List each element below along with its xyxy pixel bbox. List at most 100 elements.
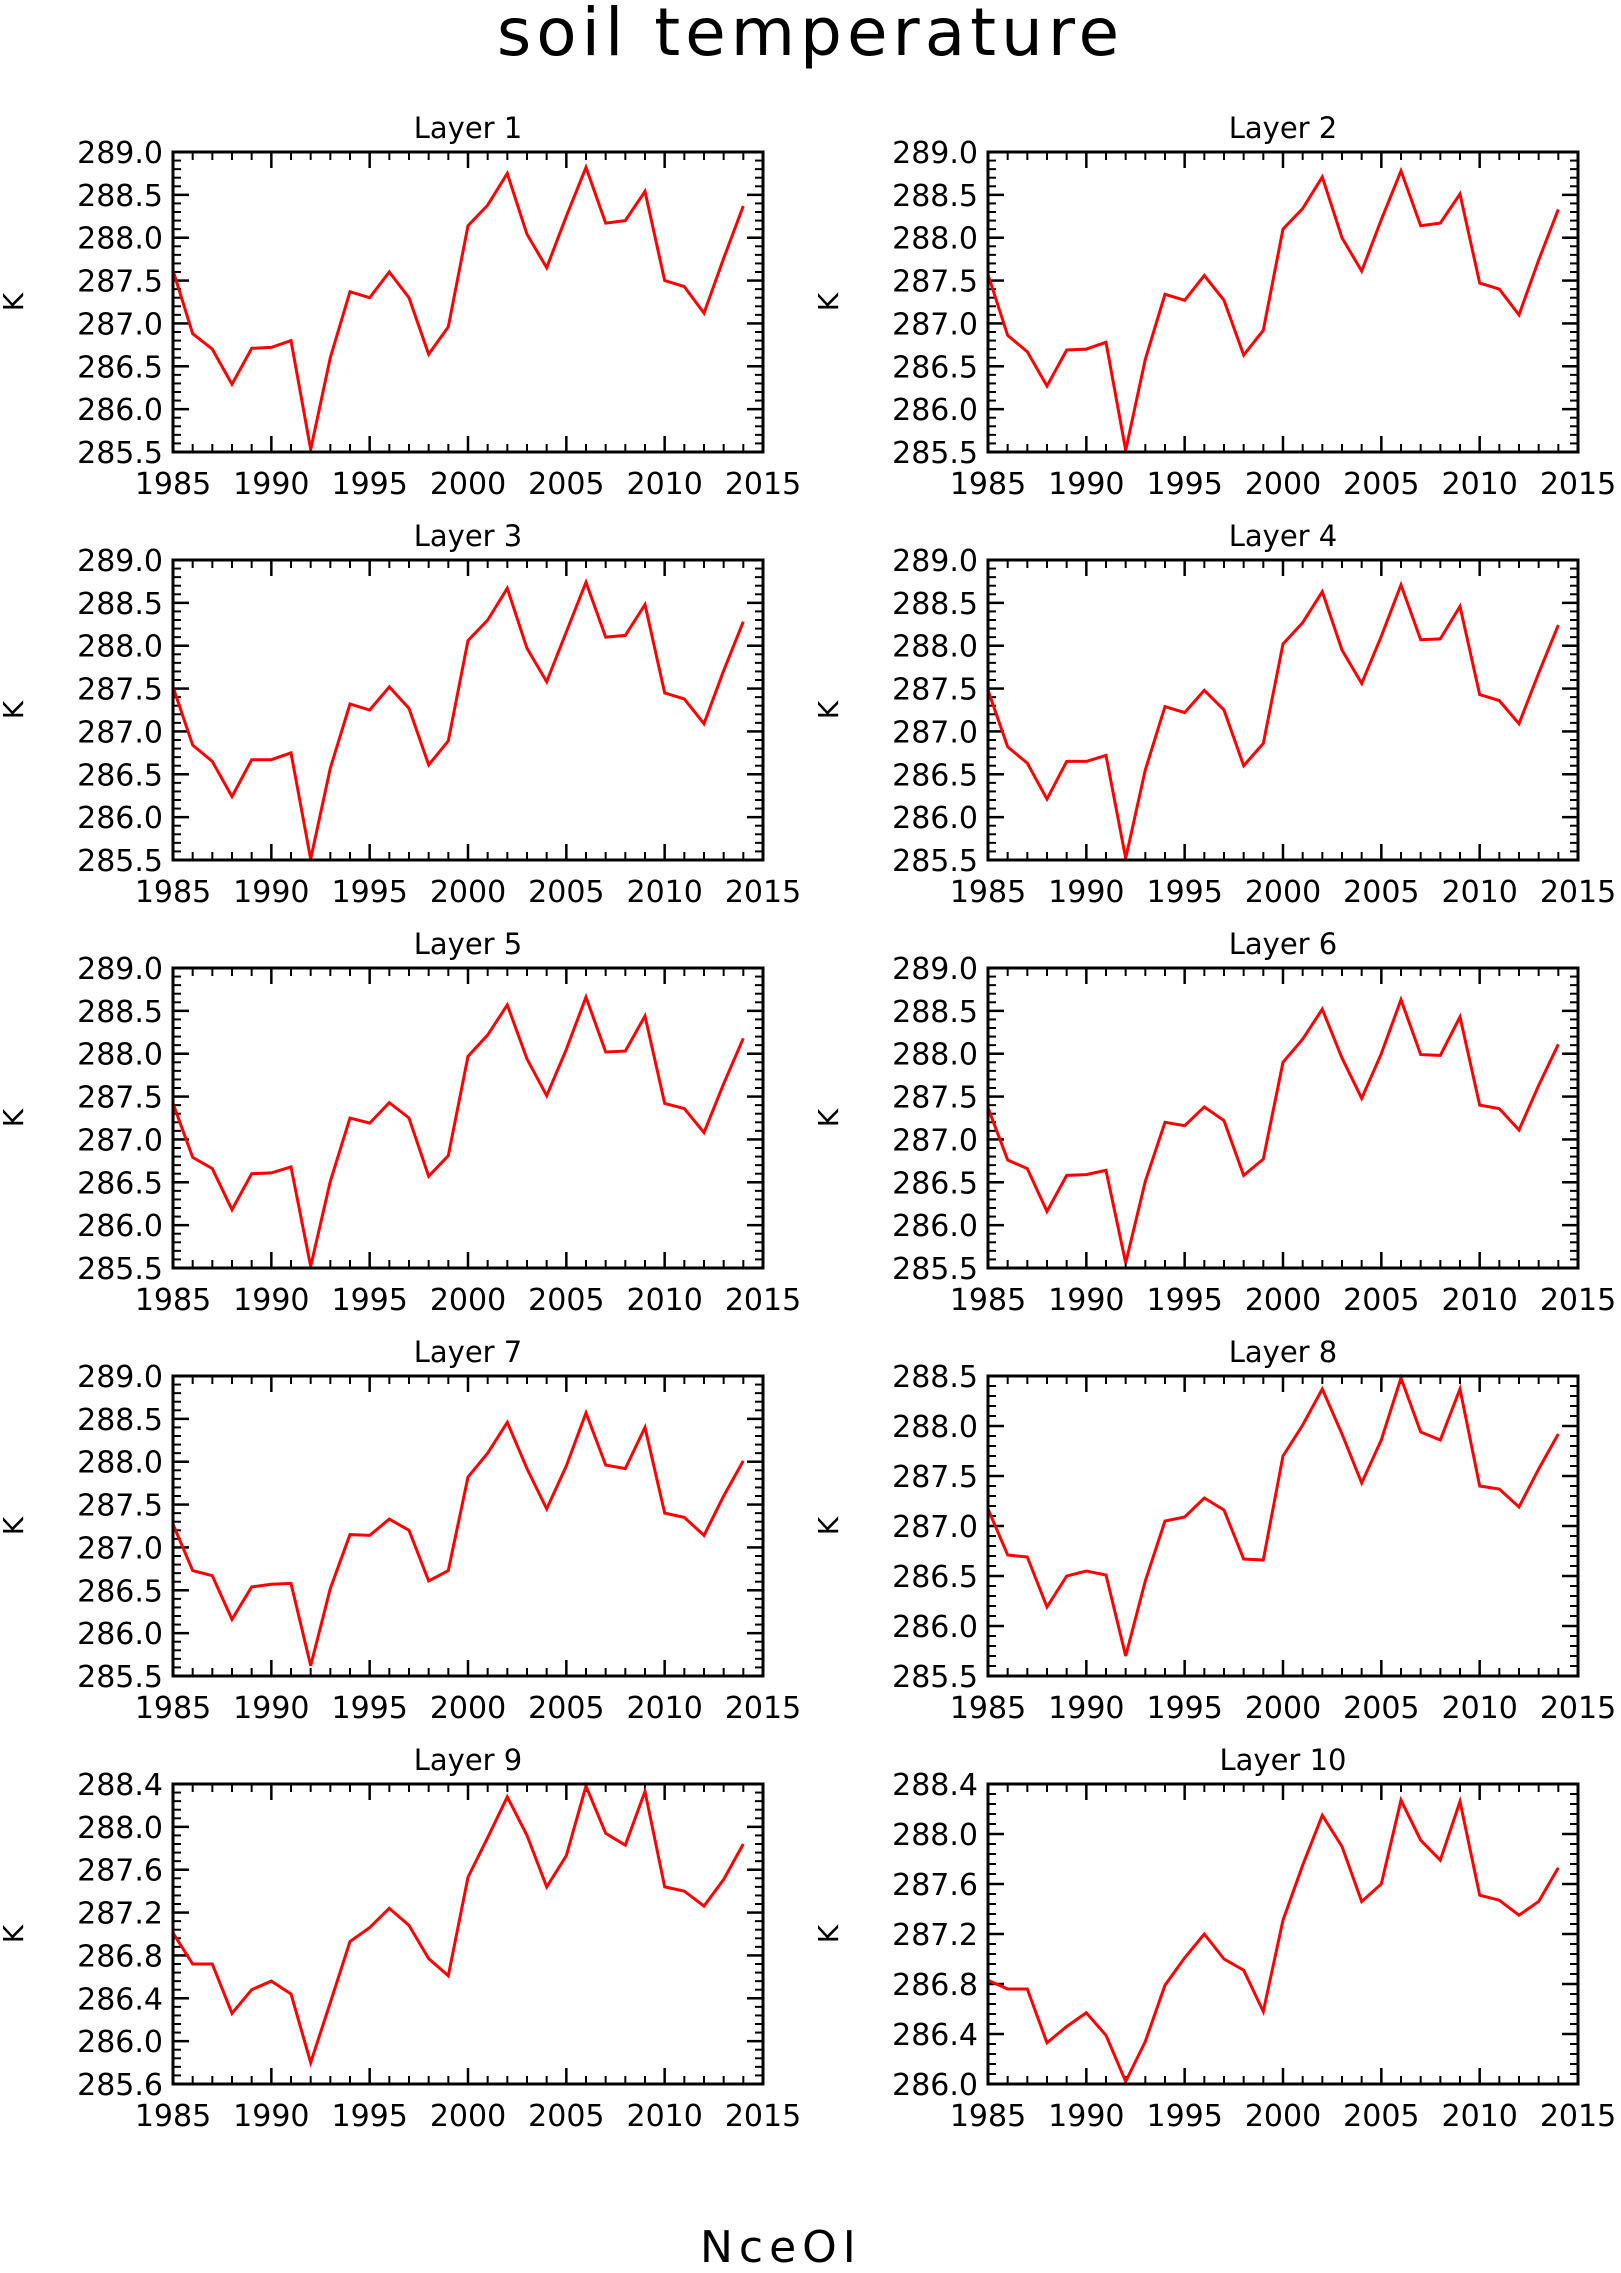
- x-tick-label: 2005: [1343, 1691, 1419, 1726]
- chart-panel-3: Layer 3 1985 1990 1995 2000 2005 2010 2015 285.5…: [0, 519, 801, 910]
- y-tick-label: 288.0: [892, 1410, 978, 1445]
- x-tick-label: 2000: [1245, 467, 1321, 502]
- x-tick-label: 2010: [626, 2099, 702, 2134]
- y-tick-label: 285.5: [892, 844, 978, 879]
- y-tick-label: 286.0: [892, 2068, 978, 2103]
- y-axis-label: K: [812, 1108, 845, 1127]
- y-tick-label: 288.5: [77, 995, 163, 1030]
- series-line: [171, 163, 745, 450]
- x-tick-label: 2005: [1343, 875, 1419, 910]
- y-tick-label: 286.5: [77, 1574, 163, 1609]
- y-axis-label: K: [812, 292, 845, 311]
- y-axis-label: K: [812, 700, 845, 719]
- x-tick-label: 1985: [135, 875, 211, 910]
- y-tick-label: 288.0: [892, 1038, 978, 1073]
- x-tick-label: 2010: [1441, 875, 1517, 910]
- x-tick-label: 1985: [135, 1691, 211, 1726]
- figure-title: soil temperature: [496, 0, 1125, 71]
- panel-title: Layer 9: [414, 1743, 523, 1777]
- y-axis-label: K: [0, 1516, 30, 1535]
- y-tick-label: 286.0: [77, 2025, 163, 2060]
- y-tick-label: 289.0: [77, 136, 163, 171]
- y-tick-label: 288.4: [892, 1768, 978, 1803]
- x-tick-label: 1995: [1146, 2099, 1222, 2134]
- x-tick-label: 2015: [1540, 1691, 1616, 1726]
- series-line: [986, 995, 1560, 1264]
- series-line: [171, 1408, 745, 1667]
- y-tick-label: 285.5: [892, 1660, 978, 1695]
- x-tick-label: 2015: [1540, 1283, 1616, 1318]
- y-tick-label: 287.6: [892, 1868, 978, 1903]
- y-tick-label: 287.5: [892, 673, 978, 708]
- y-tick-label: 288.0: [892, 1818, 978, 1853]
- chart-panel-9: Layer 9 1985 1990 1995 2000 2005 2010 2015 285.6…: [0, 1743, 801, 2134]
- series-line: [986, 580, 1560, 859]
- y-tick-label: 285.5: [77, 1252, 163, 1287]
- series-line: [986, 1373, 1560, 1657]
- y-tick-label: 287.5: [77, 265, 163, 300]
- x-tick-label: 2015: [1540, 875, 1616, 910]
- chart-panel-6: Layer 6 1985 1990 1995 2000 2005 2010 2015 285.5…: [812, 927, 1616, 1318]
- plot-frame: [986, 1374, 1580, 1678]
- series-line: [986, 166, 1560, 451]
- y-tick-label: 286.5: [892, 350, 978, 385]
- x-tick-label: 2000: [430, 875, 506, 910]
- x-tick-label: 2010: [1441, 1283, 1517, 1318]
- y-tick-label: 288.0: [892, 630, 978, 665]
- y-tick-label: 287.0: [77, 715, 163, 750]
- y-tick-label: 285.5: [77, 844, 163, 879]
- plot-frame: [171, 1782, 765, 2086]
- x-tick-label: 2015: [1540, 467, 1616, 502]
- y-tick-label: 288.4: [77, 1768, 163, 1803]
- chart-panel-2: Layer 2 1985 1990 1995 2000 2005 2010 2015 285.5…: [812, 111, 1616, 502]
- plot-frame: [986, 1782, 1580, 2086]
- chart-panel-8: Layer 8 1985 1990 1995 2000 2005 2010 2015 285.5…: [812, 1335, 1616, 1726]
- plot-frame: [171, 150, 765, 454]
- y-tick-label: 286.0: [892, 1209, 978, 1244]
- x-tick-label: 1990: [1048, 1691, 1124, 1726]
- y-tick-label: 287.2: [77, 1897, 163, 1932]
- y-tick-label: 289.0: [892, 136, 978, 171]
- x-tick-label: 1995: [331, 1691, 407, 1726]
- x-tick-label: 1995: [331, 875, 407, 910]
- x-tick-label: 2015: [725, 467, 801, 502]
- y-tick-label: 286.0: [77, 1209, 163, 1244]
- x-tick-label: 2005: [528, 1691, 604, 1726]
- y-axis-label: K: [0, 1924, 30, 1943]
- x-tick-label: 2000: [1245, 1691, 1321, 1726]
- x-tick-label: 1990: [233, 875, 309, 910]
- x-tick-label: 2010: [1441, 1691, 1517, 1726]
- x-tick-label: 2015: [725, 1283, 801, 1318]
- y-tick-label: 288.0: [892, 222, 978, 257]
- y-tick-label: 287.0: [77, 1531, 163, 1566]
- y-tick-label: 288.5: [892, 179, 978, 214]
- y-tick-label: 286.4: [77, 1982, 163, 2017]
- y-tick-label: 288.5: [77, 1403, 163, 1438]
- y-tick-label: 286.5: [77, 1166, 163, 1201]
- y-axis-label: K: [0, 292, 30, 311]
- panel-title: Layer 3: [414, 519, 523, 553]
- y-tick-label: 287.0: [892, 1510, 978, 1545]
- y-tick-label: 288.5: [77, 587, 163, 622]
- x-tick-label: 1985: [135, 2099, 211, 2134]
- x-tick-label: 2010: [1441, 2099, 1517, 2134]
- x-tick-label: 1995: [331, 1283, 407, 1318]
- x-tick-label: 2005: [528, 2099, 604, 2134]
- y-tick-label: 285.5: [892, 436, 978, 471]
- y-tick-label: 287.0: [892, 715, 978, 750]
- plot-frame: [986, 558, 1580, 862]
- y-tick-label: 286.0: [892, 393, 978, 428]
- panel-title: Layer 10: [1220, 1743, 1347, 1777]
- y-tick-label: 286.0: [892, 1610, 978, 1645]
- x-tick-label: 2010: [626, 467, 702, 502]
- x-tick-label: 1985: [950, 467, 1026, 502]
- x-tick-label: 1990: [1048, 467, 1124, 502]
- y-tick-label: 287.5: [77, 1489, 163, 1524]
- y-tick-label: 289.0: [77, 1360, 163, 1395]
- chart-panel-10: Layer 10 1985 1990 1995 2000 2005 2010 2015 286.…: [812, 1743, 1616, 2134]
- plot-frame: [986, 966, 1580, 1270]
- y-tick-label: 289.0: [892, 544, 978, 579]
- y-tick-label: 285.5: [77, 436, 163, 471]
- y-tick-label: 287.6: [77, 1854, 163, 1889]
